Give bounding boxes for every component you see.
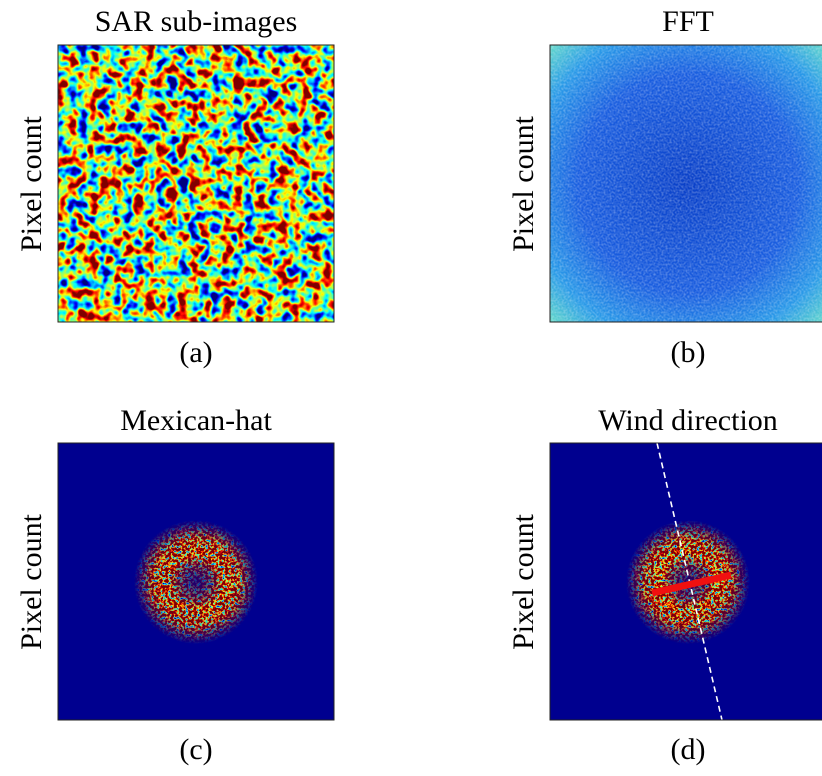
page: SAR sub-images FFT Mexican-hat Wind dire… [0,0,822,776]
fft-noise [550,45,822,322]
panel-caption: (a) [179,336,212,369]
panel-title: Wind direction [598,404,778,437]
spectrum-ring [550,443,822,720]
panel-caption: (c) [179,733,212,766]
sar-image [58,45,334,322]
panel-title: SAR sub-images [95,5,298,38]
figure: SAR sub-images FFT Mexican-hat Wind dire… [0,0,822,776]
spectrum-ring [58,443,334,720]
panel-title: Mexican-hat [120,404,272,437]
y-axis-label: Pixel count [15,513,48,649]
y-axis-label: Pixel count [15,115,48,251]
panel-title: FFT [662,5,714,38]
y-axis-label: Pixel count [507,115,540,251]
panel-caption: (b) [671,336,706,369]
y-axis-label: Pixel count [507,513,540,649]
panel-caption: (d) [671,733,706,766]
